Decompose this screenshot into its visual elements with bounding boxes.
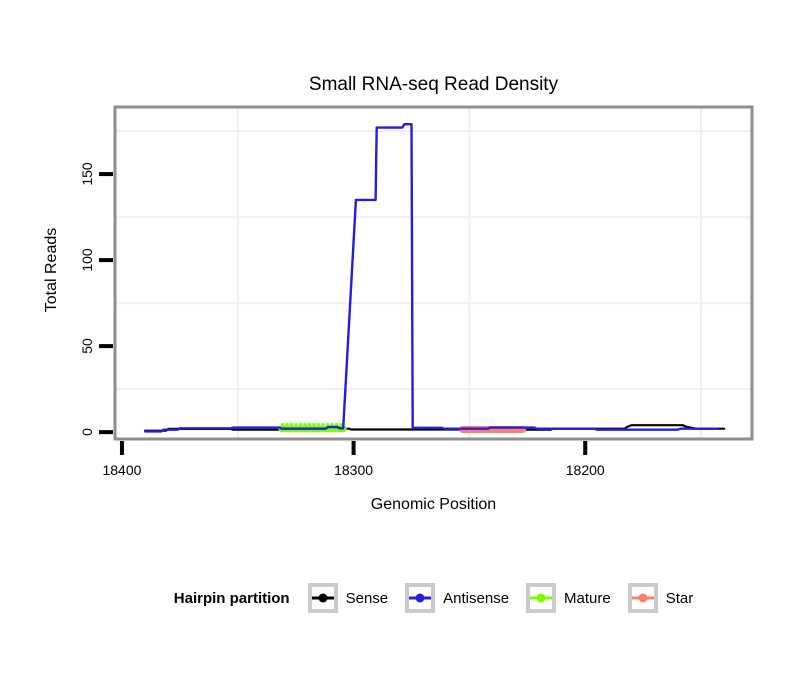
y-tick-label: 100 [79, 248, 95, 272]
legend-key-sense-icon [307, 583, 338, 613]
legend-item-star: Star [627, 583, 694, 613]
y-axis-label: Total Reads [43, 227, 60, 313]
legend-key-mature-icon [526, 583, 557, 613]
legend: Hairpin partition Sense Antisense Mature St… [115, 581, 752, 615]
key-dot [415, 593, 425, 603]
legend-item-antisense: Antisense [405, 583, 509, 613]
key-dot [638, 593, 648, 603]
key-dot [536, 593, 546, 603]
x-axis-label: Genomic Position [370, 496, 497, 513]
chart-title: Small RNA-seq Read Density [308, 74, 559, 95]
y-tick-label: 150 [79, 162, 95, 186]
legend-key-antisense-icon [405, 583, 436, 613]
legend-label: Star [665, 589, 694, 607]
legend-label: Mature [564, 589, 611, 607]
x-tick-label: 18200 [565, 462, 605, 478]
y-tick-label: 50 [79, 338, 95, 354]
key-dot [318, 593, 328, 603]
legend-item-mature: Mature [526, 583, 611, 613]
y-tick-label: 0 [79, 428, 95, 437]
legend-label: Antisense [443, 589, 510, 607]
legend-label: Sense [345, 589, 389, 607]
plot-frame [113, 105, 754, 441]
x-tick-label: 18400 [102, 462, 142, 478]
legend-key-star-icon [627, 583, 658, 613]
legend-title: Hairpin partition [173, 589, 290, 607]
legend-item-sense: Sense [307, 583, 389, 613]
series-line-antisense [143, 122, 719, 433]
x-tick-label: 18300 [334, 462, 374, 478]
legend-items: Sense Antisense Mature Star [307, 583, 694, 613]
